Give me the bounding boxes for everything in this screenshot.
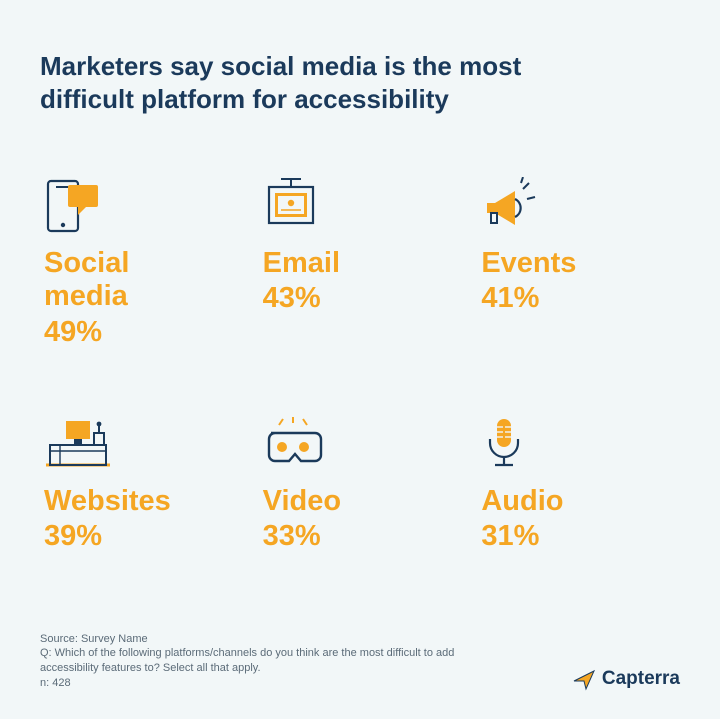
stat-events: Events 41% (481, 169, 680, 349)
desktop-icon (44, 407, 243, 471)
footer-question: Q: Which of the following platforms/chan… (40, 646, 510, 676)
stat-audio: Audio 31% (481, 407, 680, 554)
stat-label: Video (263, 485, 423, 518)
stat-value: 31% (481, 520, 680, 553)
stat-social-media: Social media 49% (44, 169, 243, 349)
logo-text: Capterra (602, 668, 680, 690)
stat-value: 43% (263, 282, 462, 315)
stats-grid: Social media 49% Email 43% (40, 169, 680, 554)
footer-text: Source: Survey Name Q: Which of the foll… (40, 632, 510, 691)
stat-value: 49% (44, 316, 243, 349)
footer-source: Source: Survey Name (40, 632, 510, 647)
capterra-arrow-icon (572, 667, 596, 691)
microphone-icon (481, 407, 680, 471)
megaphone-icon (481, 169, 680, 233)
stat-email: Email 43% (263, 169, 462, 349)
stat-label: Websites (44, 485, 204, 518)
stat-value: 41% (481, 282, 680, 315)
stat-websites: Websites 39% (44, 407, 243, 554)
stat-label: Events (481, 247, 641, 280)
stat-value: 33% (263, 520, 462, 553)
stat-video: Video 33% (263, 407, 462, 554)
footer: Source: Survey Name Q: Which of the foll… (40, 632, 680, 691)
footer-n: n: 428 (40, 676, 510, 691)
stat-label: Social media (44, 247, 204, 314)
stat-label: Email (263, 247, 423, 280)
social-media-icon (44, 169, 243, 233)
stat-value: 39% (44, 520, 243, 553)
capterra-logo: Capterra (572, 667, 680, 691)
stat-label: Audio (481, 485, 641, 518)
email-icon (263, 169, 462, 233)
vr-headset-icon (263, 407, 462, 471)
infographic-title: Marketers say social media is the most d… (40, 50, 620, 115)
